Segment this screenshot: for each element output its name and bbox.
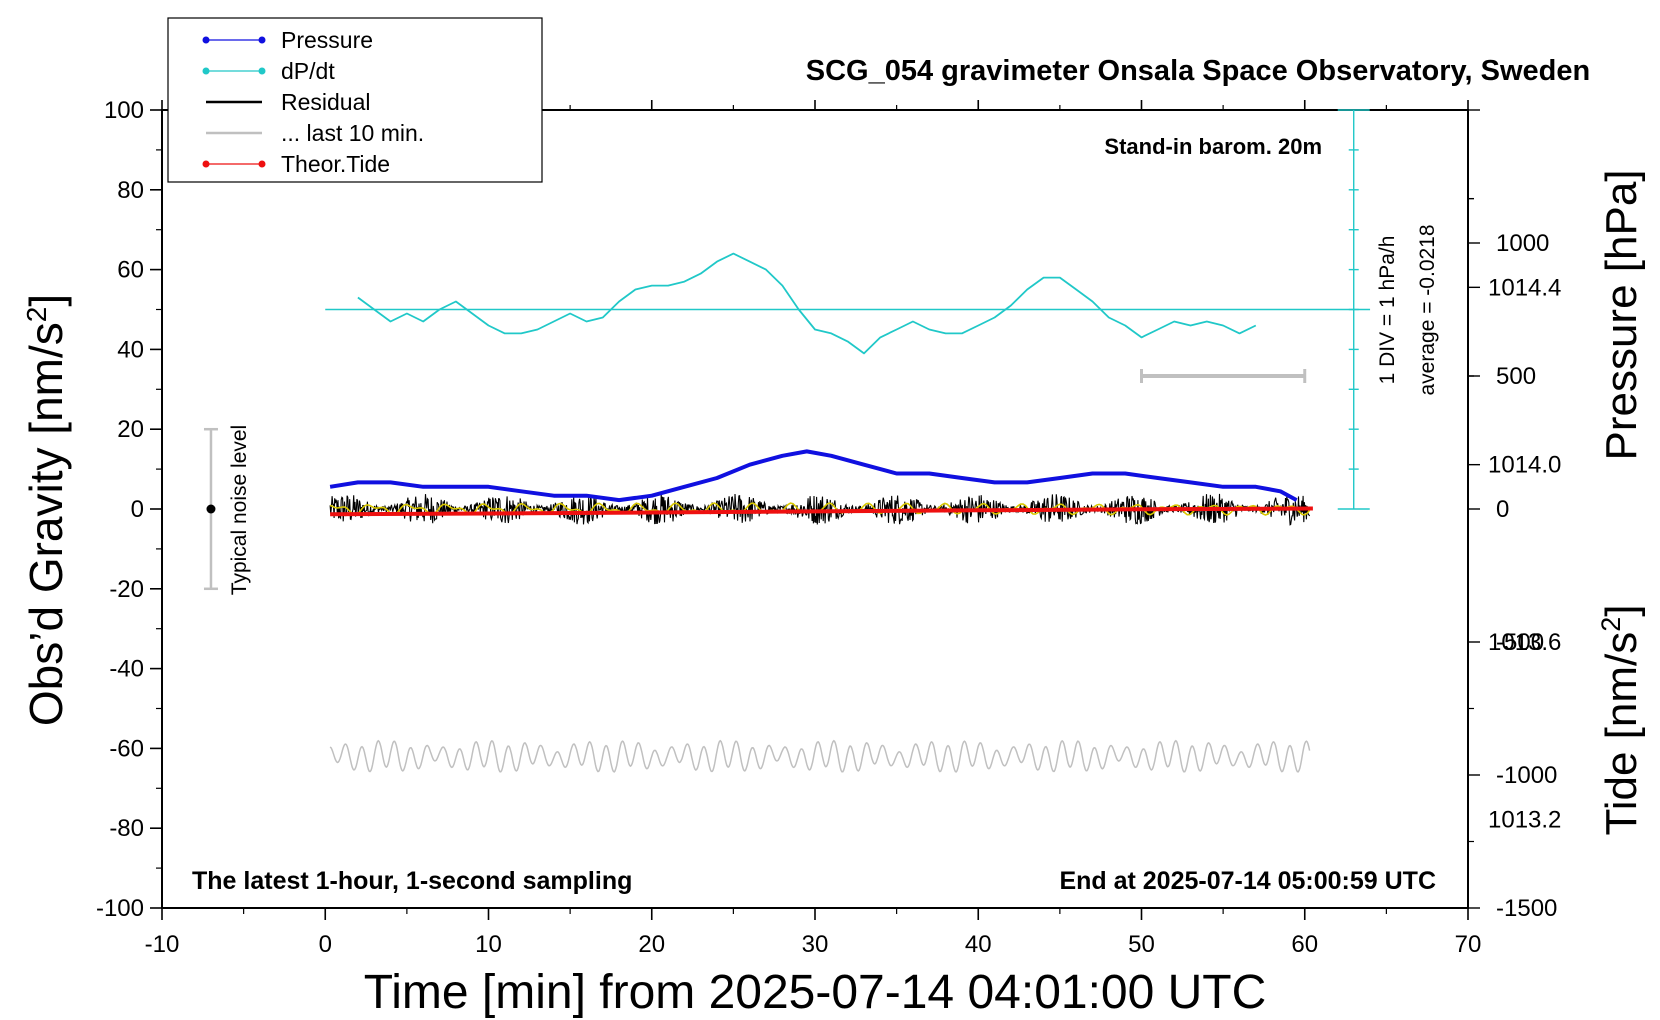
legend-marker <box>258 36 266 44</box>
legend-label: ... last 10 min. <box>281 120 424 146</box>
legend-marker <box>258 160 266 168</box>
legend-box <box>167 17 543 183</box>
left-tick-label: -100 <box>96 895 144 922</box>
left-tick-label: 20 <box>117 416 144 443</box>
legend-label: Residual <box>281 89 371 115</box>
legend: Pressure dP/dt Residual ... last 10 min. The… <box>167 17 543 183</box>
chart-title: SCG_054 gravimeter Onsala Space Observat… <box>806 55 1590 87</box>
lowpass-line <box>329 739 1311 773</box>
series-line-theor-tide <box>330 506 1313 517</box>
left-tick-label: 60 <box>117 257 144 284</box>
left-tick-label: 100 <box>104 97 144 124</box>
residual-line <box>329 493 1311 526</box>
left-tick-label: -40 <box>109 656 144 683</box>
x-tick-label: 30 <box>802 931 829 958</box>
legend-marker <box>258 67 266 75</box>
x-tick-label: 10 <box>475 931 502 958</box>
x-tick-label: 20 <box>638 931 665 958</box>
pressure-tick-label: 1014.4 <box>1488 274 1561 301</box>
legend-marker <box>202 160 210 168</box>
legend-marker <box>202 67 210 75</box>
tide-axis-label-end: ] <box>1597 604 1646 616</box>
tide-tick-label: 500 <box>1496 363 1536 390</box>
barometer-note: Stand-in barom. 20m <box>1104 134 1322 159</box>
legend-marker <box>202 36 210 44</box>
pressure-axis-ticks: 1014.4 1014.0 1013.6 1013.2 <box>1468 109 1561 833</box>
left-axis-label-main: Obs’d Gravity [nm/s <box>20 322 72 726</box>
tide-tick-label: -1500 <box>1496 895 1557 922</box>
x-axis-label: Time [min] from 2025-07-14 04:01:00 UTC <box>364 966 1267 1019</box>
x-axis-ticks: -10 0 10 20 30 40 50 60 70 <box>145 100 1482 958</box>
left-axis-label-sup: 2 <box>21 307 52 323</box>
x-tick-label: 40 <box>965 931 992 958</box>
tide-axis-label: Tide [nm/s2] <box>1596 604 1646 835</box>
left-tick-label: 0 <box>131 496 144 523</box>
pressure-axis-label: Pressure [hPa] <box>1597 169 1646 460</box>
tide-tick-label: -500 <box>1496 629 1544 656</box>
tide-tick-label: 1000 <box>1496 230 1549 257</box>
x-tick-label: 0 <box>319 931 332 958</box>
average-note: average = -0.0218 <box>1416 224 1439 395</box>
pressure-tick-label: 1013.2 <box>1488 806 1561 833</box>
tide-axis-label-main: Tide [nm/s <box>1597 632 1646 836</box>
x-tick-label: 60 <box>1291 931 1318 958</box>
legend-items: Pressure dP/dt Residual ... last 10 min. The… <box>202 27 424 177</box>
tide-axis-ticks: 1000 500 0 -500 -1000 -1500 <box>1468 230 1557 922</box>
legend-label: dP/dt <box>281 58 335 84</box>
series-line-pressure <box>329 449 1298 503</box>
series-line-dp-dt <box>357 252 1257 355</box>
left-axis-label: Obs’d Gravity [nm/s2] <box>20 294 72 726</box>
scale-div-note: 1 DIV = 1 hPa/h <box>1376 236 1399 385</box>
left-tick-label: 40 <box>117 336 144 363</box>
noise-bar-dot <box>206 504 216 514</box>
bottom-left-note: The latest 1-hour, 1-second sampling <box>192 867 632 895</box>
left-tick-label: 80 <box>117 177 144 204</box>
tide-tick-label: 0 <box>1496 496 1509 523</box>
tide-tick-label: -1000 <box>1496 762 1557 789</box>
legend-label: Pressure <box>281 27 373 53</box>
x-tick-label: 50 <box>1128 931 1155 958</box>
x-tick-label: -10 <box>145 931 180 958</box>
left-axis-label-end: ] <box>20 294 72 307</box>
pressure-tick-label: 1014.0 <box>1488 452 1561 479</box>
pressure-tick-label: 1013.6 <box>1488 629 1561 656</box>
left-tick-label: -20 <box>109 576 144 603</box>
x-tick-label: 70 <box>1455 931 1482 958</box>
left-axis-ticks: 100 80 60 40 20 0 -20 -40 -60 -80 -100 <box>96 97 162 922</box>
left-tick-label: -60 <box>109 735 144 762</box>
left-tick-label: -80 <box>109 815 144 842</box>
plot-series <box>203 252 1371 773</box>
tide-axis-label-sup: 2 <box>1596 617 1626 632</box>
legend-label: Theor.Tide <box>281 151 390 177</box>
bottom-right-note: End at 2025-07-14 05:00:59 UTC <box>1059 867 1436 895</box>
noise-note: Typical noise level <box>228 425 251 595</box>
